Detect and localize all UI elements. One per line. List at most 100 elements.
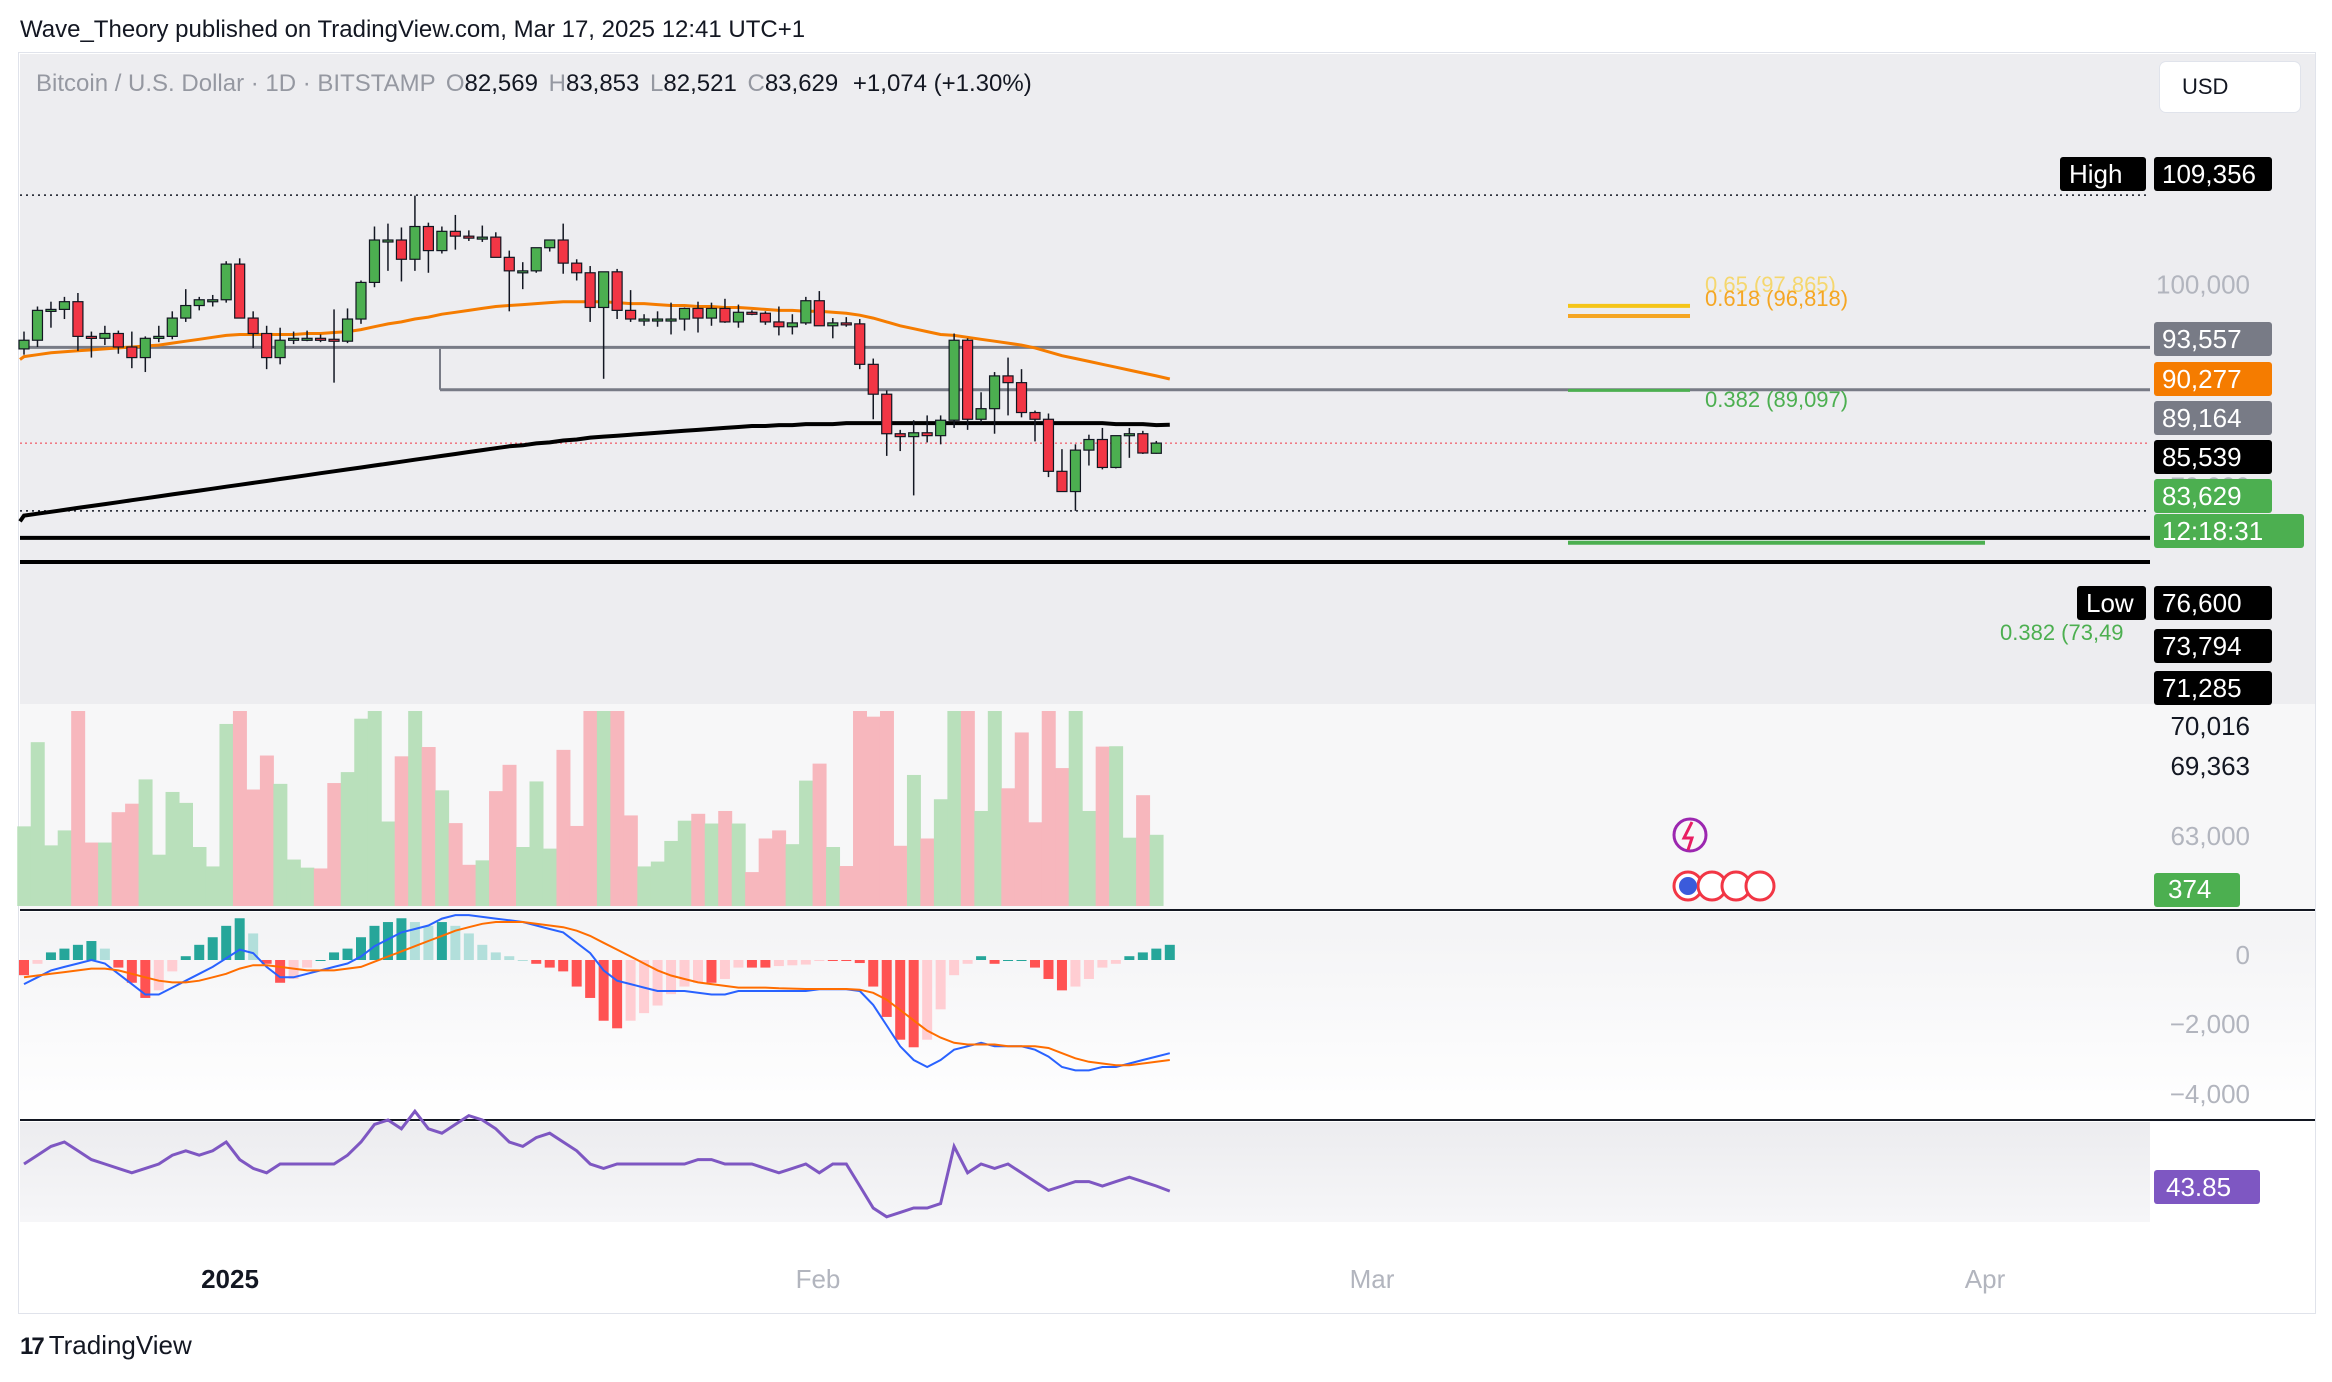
candle[interactable] xyxy=(126,331,138,369)
candle[interactable] xyxy=(1150,440,1162,454)
candle[interactable] xyxy=(624,290,637,322)
candle[interactable] xyxy=(988,372,1001,434)
candle[interactable] xyxy=(571,259,583,281)
candle[interactable] xyxy=(975,392,987,424)
candle[interactable] xyxy=(180,289,192,322)
candle[interactable] xyxy=(557,223,569,274)
candle[interactable] xyxy=(867,358,879,420)
candle[interactable] xyxy=(166,311,178,340)
candle[interactable] xyxy=(207,294,219,307)
candle[interactable] xyxy=(301,330,313,342)
candle[interactable] xyxy=(490,232,502,258)
price-label[interactable]: 76,600 Low xyxy=(2077,586,2272,620)
candle[interactable] xyxy=(463,230,475,241)
candle[interactable] xyxy=(786,314,798,335)
candle[interactable] xyxy=(530,247,542,273)
candle[interactable] xyxy=(611,268,623,320)
candle[interactable] xyxy=(732,304,745,328)
price-label[interactable]: 73,794 xyxy=(2154,629,2272,663)
candle[interactable] xyxy=(328,309,340,383)
candle[interactable] xyxy=(598,271,610,379)
candle[interactable] xyxy=(746,310,758,316)
candle[interactable] xyxy=(854,319,866,370)
candle[interactable] xyxy=(921,415,933,443)
price-label[interactable]: 83,629 xyxy=(2154,479,2272,513)
candle[interactable] xyxy=(476,225,488,242)
candle[interactable] xyxy=(894,429,906,452)
candle[interactable] xyxy=(1069,444,1082,511)
candle[interactable] xyxy=(651,311,664,327)
candle[interactable] xyxy=(705,302,718,326)
candle[interactable] xyxy=(409,195,421,271)
candle[interactable] xyxy=(1137,430,1149,454)
candle[interactable] xyxy=(261,325,273,370)
candle[interactable] xyxy=(112,330,124,354)
candle[interactable] xyxy=(813,291,825,327)
candle[interactable] xyxy=(193,296,205,311)
candle[interactable] xyxy=(355,280,367,324)
candle[interactable] xyxy=(395,227,408,282)
candle[interactable] xyxy=(1110,435,1122,469)
candle[interactable] xyxy=(678,307,691,331)
candle[interactable] xyxy=(368,226,381,288)
candle[interactable] xyxy=(58,296,71,320)
price-label[interactable]: 12:18:31 xyxy=(2154,514,2304,548)
candle[interactable] xyxy=(800,296,812,325)
candle[interactable] xyxy=(1123,427,1135,458)
candle[interactable] xyxy=(908,420,920,496)
candle[interactable] xyxy=(1056,449,1068,493)
candle[interactable] xyxy=(881,390,893,456)
candle[interactable] xyxy=(18,331,30,355)
price-label[interactable]: 89,164 xyxy=(2154,401,2272,435)
candle[interactable] xyxy=(840,317,852,327)
candle[interactable] xyxy=(1096,427,1109,470)
candle[interactable] xyxy=(935,415,947,445)
candle[interactable] xyxy=(220,261,232,303)
lightning-icon[interactable] xyxy=(1672,817,1708,853)
candle[interactable] xyxy=(99,325,111,346)
candle[interactable] xyxy=(422,222,434,273)
candle[interactable] xyxy=(665,302,677,335)
candle[interactable] xyxy=(139,336,151,373)
candle[interactable] xyxy=(544,239,556,252)
candle[interactable] xyxy=(288,331,300,345)
tradingview-logo[interactable]: 17 TradingView xyxy=(20,1330,192,1361)
candle[interactable] xyxy=(314,334,327,343)
candle[interactable] xyxy=(759,311,772,325)
symbol-name[interactable]: Bitcoin / U.S. Dollar · 1D · BITSTAMP xyxy=(36,70,436,97)
rsi-value-label[interactable]: 43.85 xyxy=(2154,1170,2260,1204)
price-label[interactable]: 93,557 xyxy=(2154,322,2272,356)
price-label[interactable]: 85,539 xyxy=(2154,440,2272,474)
candle[interactable] xyxy=(85,331,98,358)
candle[interactable] xyxy=(153,325,165,343)
candle[interactable] xyxy=(31,306,44,347)
candle[interactable] xyxy=(1002,357,1014,416)
price-label[interactable]: 90,277 xyxy=(2154,362,2272,396)
candle[interactable] xyxy=(341,308,354,344)
candle[interactable] xyxy=(1029,410,1041,442)
candle[interactable] xyxy=(1083,434,1095,466)
price-label[interactable]: 109,356 High xyxy=(2060,157,2272,191)
candle[interactable] xyxy=(1042,413,1055,478)
candle[interactable] xyxy=(948,333,960,428)
candle[interactable] xyxy=(692,301,704,333)
candle[interactable] xyxy=(517,262,529,290)
candle[interactable] xyxy=(719,298,731,323)
events-icon[interactable] xyxy=(1672,870,1776,902)
candle[interactable] xyxy=(584,266,596,322)
candle[interactable] xyxy=(638,314,650,326)
candle[interactable] xyxy=(1015,369,1028,418)
candle[interactable] xyxy=(773,306,785,336)
candle[interactable] xyxy=(382,223,394,271)
volume-label[interactable]: 374 xyxy=(2154,873,2240,907)
price-label[interactable]: 71,285 xyxy=(2154,671,2272,705)
candle[interactable] xyxy=(234,258,246,319)
candle[interactable] xyxy=(274,327,286,365)
candle[interactable] xyxy=(45,301,57,328)
candle[interactable] xyxy=(247,311,259,348)
currency-button[interactable]: USD xyxy=(2160,62,2300,112)
candle[interactable] xyxy=(449,214,461,250)
candle[interactable] xyxy=(827,318,839,339)
candle[interactable] xyxy=(503,250,515,312)
